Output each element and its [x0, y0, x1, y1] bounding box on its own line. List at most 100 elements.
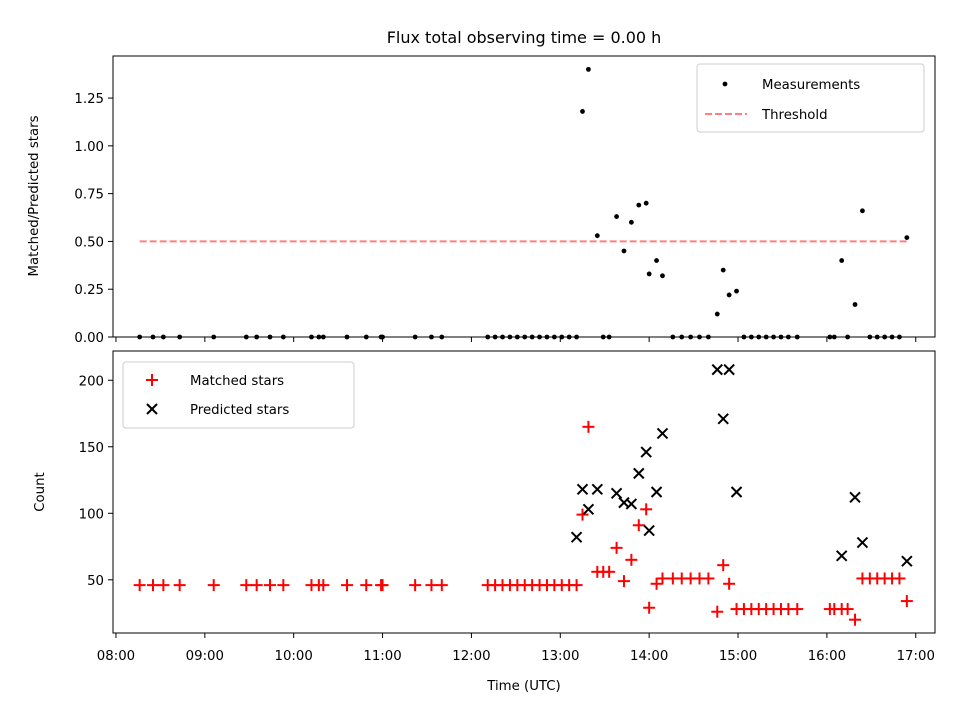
matched-star-point — [146, 579, 159, 592]
x-tick-label: 14:00 — [630, 649, 668, 664]
top-chart-frame — [112, 55, 936, 338]
predicted-star-point — [849, 491, 861, 504]
x-tick-label: 09:00 — [186, 649, 224, 664]
matched-star-point — [409, 579, 422, 592]
predicted-star-point — [856, 536, 869, 549]
predicted-star-point — [730, 486, 743, 498]
x-tick-label: 08:00 — [97, 649, 135, 664]
measurement-point — [628, 219, 634, 225]
matched-star-point — [576, 508, 589, 521]
matched-star-point — [360, 579, 373, 592]
matched-star-point — [791, 603, 804, 616]
top-y-axis-label: Matched/Predicted stars — [27, 115, 42, 276]
predicted-star-point — [570, 531, 583, 543]
matched-star-point — [435, 579, 448, 592]
matched-star-point — [650, 577, 663, 590]
predicted-star-point — [640, 446, 652, 458]
top-chart-title: Flux total observing time = 0.00 h — [387, 28, 662, 47]
matched-star-point — [643, 601, 656, 614]
top-y-tick-label: 1.25 — [74, 92, 104, 107]
matched-star-point — [317, 579, 330, 592]
top-y-tick-label: 0.50 — [74, 235, 104, 250]
x-axis-label: Time (UTC) — [486, 679, 561, 694]
predicted-star-point — [633, 467, 645, 480]
predicted-star-point — [656, 427, 669, 440]
bottom-y-tick-label: 200 — [79, 374, 104, 389]
bottom-y-tick-label: 50 — [87, 574, 104, 589]
measurement-point — [636, 202, 642, 208]
matched-star-point — [603, 565, 616, 578]
x-axis: 08:00 09:00 10:00 11:00 12:00 13:00 14:00 15:00… — [97, 337, 935, 664]
legend-label-measurements: Measurements — [762, 78, 860, 93]
matched-star-point — [207, 579, 220, 592]
predicted-star-point — [901, 555, 913, 567]
top-legend-box — [696, 63, 925, 133]
bottom-legend: Matched stars Predicted stars — [122, 361, 355, 429]
x-tick-label: 10:00 — [275, 649, 313, 664]
top-y-tick-label: 0.00 — [74, 331, 104, 346]
predicted-star-point — [835, 550, 848, 562]
matched-star-point — [157, 579, 170, 592]
measurement-point — [654, 258, 659, 263]
legend-plus-icon — [146, 374, 158, 386]
top-y-tick-label: 1.00 — [74, 140, 104, 155]
predicted-star-point — [576, 483, 589, 496]
top-y-axis: 0.00 0.25 0.50 0.75 1.00 1.25 — [74, 92, 113, 346]
measurement-point — [720, 267, 726, 273]
measurement-point — [643, 200, 649, 206]
measurement-point — [621, 248, 627, 254]
predicted-star-point — [610, 487, 623, 500]
x-tick-label: 15:00 — [719, 649, 757, 664]
top-y-tick-label: 0.75 — [74, 188, 104, 203]
predicted-star-point — [711, 363, 723, 376]
x-tick-label: 16:00 — [808, 649, 846, 664]
measurement-point — [586, 66, 591, 72]
measurement-point — [580, 109, 585, 114]
measurement-point — [904, 235, 910, 240]
legend-x-icon — [146, 403, 158, 415]
matched-star-point — [133, 579, 146, 592]
matched-star-point — [617, 575, 630, 588]
matched-star-point — [240, 579, 253, 592]
matched-star-point — [610, 541, 623, 554]
predicted-star-point — [717, 413, 729, 425]
measurement-point — [714, 311, 720, 317]
predicted-star-point — [625, 498, 638, 510]
legend-dot-icon — [722, 81, 728, 87]
predicted-star-point — [643, 524, 655, 537]
matched-star-point — [582, 420, 595, 433]
x-tick-label: 17:00 — [897, 649, 935, 664]
top-y-tick-label: 0.25 — [74, 283, 104, 298]
bottom-legend-box — [122, 361, 355, 429]
measurement-point — [726, 292, 732, 298]
matched-star-point — [723, 577, 736, 590]
measurement-point — [839, 258, 845, 263]
x-tick-label: 13:00 — [541, 649, 579, 664]
predicted-star-point — [723, 363, 735, 376]
bottom-chart-marks — [133, 363, 913, 626]
x-tick-label: 12:00 — [452, 649, 490, 664]
legend-label-threshold: Threshold — [761, 108, 828, 123]
matched-star-point — [277, 579, 290, 592]
matched-star-point — [656, 572, 669, 585]
matched-star-point — [632, 519, 645, 532]
matched-star-point — [841, 603, 854, 616]
measurement-point — [660, 273, 665, 279]
measurement-point — [734, 288, 739, 294]
measurement-point — [646, 271, 652, 277]
x-tick-label: 11:00 — [363, 649, 401, 664]
legend-label-matched-stars: Matched stars — [190, 374, 284, 389]
bottom-y-tick-label: 100 — [79, 507, 104, 522]
bottom-y-axis: 50 100 150 200 — [79, 374, 113, 589]
matched-star-point — [425, 579, 438, 592]
legend-label-predicted-stars: Predicted stars — [190, 403, 289, 418]
bottom-y-axis-label: Count — [33, 472, 48, 512]
bottom-chart-frame — [112, 350, 936, 634]
matched-star-point — [711, 605, 724, 618]
matched-star-point — [263, 579, 276, 592]
bottom-y-tick-label: 150 — [79, 441, 104, 456]
matched-star-point — [625, 553, 638, 566]
matched-star-point — [900, 595, 913, 608]
matched-star-point — [640, 503, 653, 516]
